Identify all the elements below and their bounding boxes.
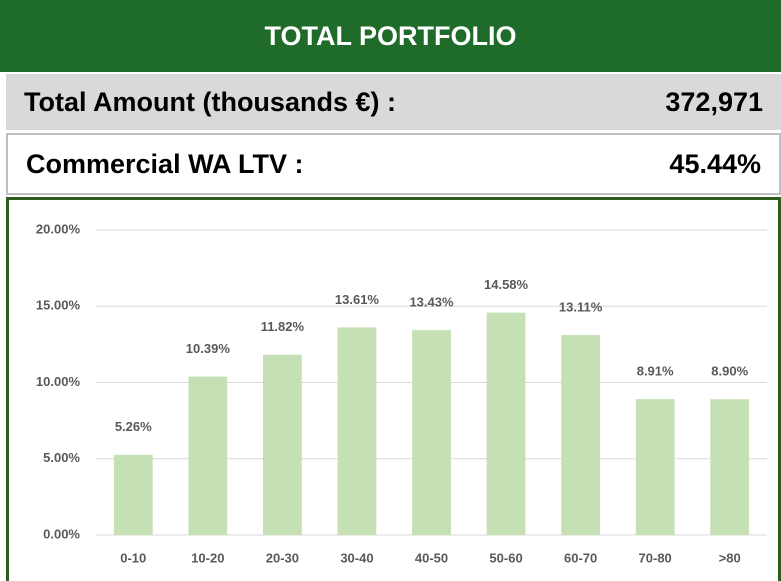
summary-row: Commercial WA LTV : 45.44%	[6, 133, 781, 195]
x-tick-label: 60-70	[564, 550, 597, 565]
data-label: 10.39%	[186, 341, 231, 356]
x-tick-label: >80	[719, 550, 741, 565]
data-label: 8.91%	[637, 364, 674, 379]
summary-value: 45.44%	[669, 148, 761, 179]
data-label: 13.61%	[335, 292, 380, 307]
data-label: 8.90%	[711, 364, 748, 379]
y-tick-label: 15.00%	[36, 298, 81, 313]
bar	[188, 376, 228, 535]
summary-row: Total Amount (thousands €) : 372,971	[6, 74, 781, 130]
data-label: 11.82%	[261, 319, 305, 334]
x-tick-label: 40-50	[415, 550, 448, 565]
chart-frame	[6, 197, 781, 581]
bar	[337, 327, 377, 535]
x-tick-label: 0-10	[120, 550, 146, 565]
data-label: 13.11%	[559, 300, 603, 315]
summary-label: Commercial WA LTV :	[26, 148, 304, 179]
summary-value: 372,971	[665, 86, 763, 117]
data-label: 13.43%	[409, 295, 454, 310]
bar	[710, 399, 750, 535]
bar	[412, 330, 451, 535]
bar	[263, 354, 302, 535]
x-tick-label: 10-20	[191, 550, 224, 565]
y-tick-label: 10.00%	[36, 374, 81, 389]
x-tick-label: 30-40	[340, 550, 373, 565]
data-label: 5.26%	[115, 419, 152, 434]
bar	[113, 454, 153, 535]
y-tick-label: 20.00%	[36, 221, 81, 236]
x-tick-label: 50-60	[489, 550, 522, 565]
y-tick-label: 5.00%	[43, 450, 80, 465]
x-tick-label: 20-30	[266, 550, 299, 565]
title: TOTAL PORTFOLIO	[0, 0, 781, 72]
data-label: 14.58%	[484, 277, 529, 292]
y-tick-label: 0.00%	[43, 526, 80, 541]
bar	[486, 312, 526, 535]
bar	[635, 399, 675, 535]
x-tick-label: 70-80	[639, 550, 672, 565]
summary-label: Total Amount (thousands €) :	[24, 86, 396, 117]
bar	[561, 335, 600, 535]
